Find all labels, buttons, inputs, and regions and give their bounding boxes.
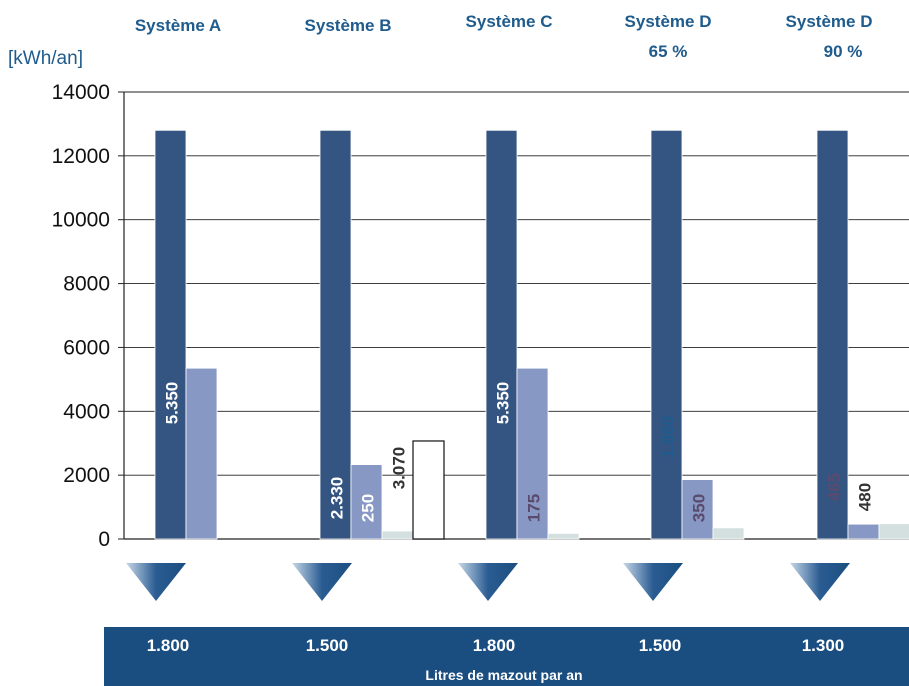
footer-values: 1.800 1.500 1.800 1.500 1.300: [147, 636, 845, 655]
bar-value-label: 3.070: [390, 447, 409, 490]
bar-3-3: [712, 527, 745, 540]
down-arrows: [126, 563, 850, 601]
footer-value-d90: 1.300: [802, 636, 845, 655]
bar-1-0: [154, 129, 187, 540]
bar-value-label: 480: [856, 483, 875, 511]
bar-value-label: 465: [825, 473, 844, 501]
bar-2-0: [185, 367, 218, 540]
bar-2-1: [350, 464, 383, 540]
footer-value-a: 1.800: [147, 636, 190, 655]
bar-1-2: [485, 129, 518, 540]
down-triangle-icon: [790, 563, 850, 601]
system-label-c: Système C: [466, 12, 553, 31]
y-unit-label: [kWh/an]: [8, 48, 83, 69]
y-tick-label: 2000: [63, 464, 110, 487]
bar-value-label: 1.860: [659, 416, 678, 459]
system-label-d90: Système D: [786, 12, 873, 31]
system-label-d90-pct: 90 %: [824, 42, 863, 61]
y-tick-label: 14000: [52, 81, 110, 104]
bar-2-3: [681, 479, 714, 540]
footer-value-d65: 1.500: [639, 636, 682, 655]
down-triangle-icon: [126, 563, 186, 601]
system-label-b: Système B: [305, 16, 392, 35]
system-label-d65: Système D: [625, 12, 712, 31]
system-headers: Système A Système B Système C Système D …: [135, 12, 873, 61]
footer-caption: Litres de mazout par an: [425, 667, 582, 683]
system-label-a: Système A: [135, 16, 221, 35]
bar-value-label: 350: [690, 494, 709, 522]
bar-1-1: [319, 129, 352, 540]
bar-4-1: [412, 440, 445, 540]
down-triangle-icon: [458, 563, 518, 601]
bar-value-label: 175: [525, 494, 544, 522]
y-tick-label: 10000: [52, 209, 110, 232]
bars: [154, 129, 909, 540]
footer-value-c: 1.800: [473, 636, 516, 655]
bar-value-label: 250: [359, 494, 378, 522]
bar-1-4: [816, 129, 849, 540]
bar-value-label: 5.350: [163, 382, 182, 425]
bar-3-4: [878, 523, 909, 540]
y-tick-labels: 0 2000 4000 6000 8000 10000 12000 14000: [52, 81, 110, 551]
bar-value-label: 2.330: [328, 477, 347, 520]
bar-2-4: [847, 523, 880, 540]
down-triangle-icon: [292, 563, 352, 601]
y-tick-label: 8000: [63, 273, 110, 296]
down-triangle-icon: [623, 563, 683, 601]
footer-value-b: 1.500: [306, 636, 349, 655]
bar-3-1: [381, 530, 414, 540]
bar-2-2: [516, 367, 549, 540]
bar-3-2: [547, 533, 580, 540]
bar-labels: 5.350 2.330 250 3.070 5.350 175 1.860 350 465 480: [163, 382, 875, 522]
footer-band: [104, 627, 909, 686]
y-tick-label: 4000: [63, 400, 110, 423]
system-label-d65-pct: 65 %: [649, 42, 688, 61]
y-tick-label: 6000: [63, 336, 110, 359]
bar-value-label: 5.350: [494, 382, 513, 425]
bar-1-3: [650, 129, 683, 540]
y-tick-label: 0: [98, 528, 110, 551]
y-tick-label: 12000: [52, 145, 110, 168]
